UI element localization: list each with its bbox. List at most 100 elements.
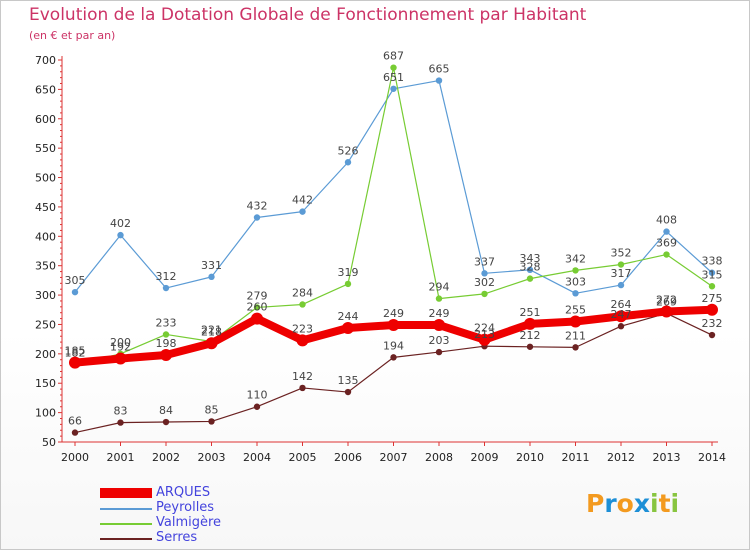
x-tick-label: 2011 — [562, 451, 590, 464]
legend-swatch-peyrolles — [100, 508, 152, 510]
y-tick-label: 600 — [35, 113, 56, 126]
data-point-serres — [299, 384, 306, 392]
y-tick-label: 300 — [35, 289, 56, 302]
data-point-peyrolles — [572, 290, 579, 297]
data-point-arques — [706, 303, 718, 316]
data-label-peyrolles: 651 — [383, 71, 404, 84]
data-label-serres: 247 — [611, 308, 632, 321]
data-point-arques — [569, 315, 582, 328]
data-label-peyrolles: 337 — [474, 255, 495, 268]
data-label-arques: 249 — [429, 307, 450, 320]
data-point-valmigere — [162, 331, 170, 338]
data-label-peyrolles: 526 — [338, 144, 359, 157]
data-point-peyrolles — [208, 273, 215, 281]
data-label-valmigere: 319 — [338, 266, 359, 279]
data-point-peyrolles — [162, 284, 170, 292]
data-label-peyrolles: 338 — [702, 255, 723, 268]
data-point-serres — [162, 418, 170, 426]
data-label-peyrolles: 331 — [201, 259, 222, 272]
data-label-serres: 203 — [429, 334, 450, 347]
logo-letter: r — [604, 489, 617, 518]
logo-letter: P — [586, 489, 605, 518]
x-tick-label: 2003 — [198, 451, 226, 464]
data-label-arques: 272 — [656, 294, 677, 307]
data-label-valmigere: 342 — [565, 252, 586, 265]
data-label-arques: 198 — [156, 337, 177, 350]
data-label-arques: 185 — [65, 345, 86, 358]
data-label-valmigere: 328 — [520, 261, 541, 274]
data-label-arques: 218 — [201, 325, 222, 338]
data-label-valmigere: 233 — [156, 316, 177, 329]
data-point-arques — [114, 352, 127, 365]
x-tick-label: 2010 — [516, 451, 544, 464]
data-label-arques: 249 — [383, 307, 404, 320]
data-label-valmigere: 302 — [474, 276, 495, 289]
x-tick-label: 2004 — [243, 451, 271, 464]
data-point-serres — [71, 429, 79, 436]
data-label-arques: 223 — [292, 322, 313, 335]
x-tick-label: 2007 — [380, 451, 408, 464]
data-label-valmigere: 352 — [611, 247, 632, 260]
data-point-serres — [708, 331, 716, 339]
data-point-peyrolles — [390, 85, 397, 92]
data-label-serres: 142 — [292, 370, 313, 383]
data-point-valmigere — [572, 267, 579, 274]
data-point-arques — [296, 334, 309, 347]
data-point-valmigere — [344, 280, 352, 288]
data-point-arques — [160, 349, 172, 362]
data-label-valmigere: 200 — [110, 336, 131, 349]
data-label-peyrolles: 317 — [611, 267, 632, 280]
data-point-peyrolles — [117, 231, 124, 239]
y-tick-label: 100 — [35, 407, 56, 420]
data-label-serres: 194 — [383, 339, 404, 352]
data-label-arques: 264 — [611, 298, 632, 311]
data-label-arques: 251 — [520, 306, 541, 319]
data-point-serres — [435, 348, 443, 356]
data-point-serres — [572, 344, 579, 351]
data-point-arques — [69, 356, 81, 369]
logo-letter: o — [616, 489, 634, 518]
logo-letter: t — [658, 489, 671, 518]
logo-letter: i — [650, 489, 659, 518]
y-tick-label: 500 — [35, 172, 56, 185]
x-tick-label: 2000 — [61, 451, 89, 464]
data-label-peyrolles: 665 — [429, 63, 450, 76]
data-label-serres: 84 — [159, 404, 173, 417]
data-label-peyrolles: 432 — [247, 200, 268, 213]
data-label-arques: 192 — [110, 341, 131, 354]
y-tick-label: 400 — [35, 230, 56, 243]
data-label-arques: 244 — [338, 310, 359, 323]
data-label-valmigere: 279 — [247, 289, 268, 302]
data-point-arques — [342, 321, 354, 334]
data-point-serres — [526, 343, 534, 350]
x-tick-label: 2012 — [607, 451, 635, 464]
data-point-valmigere — [617, 261, 625, 268]
data-point-arques — [524, 317, 536, 330]
axes: 50 100 150 200 250 300 350 400 450 500 550 600 650 70… — [35, 54, 726, 464]
data-point-arques — [615, 310, 627, 323]
data-point-serres — [344, 388, 352, 396]
data-label-valmigere: 369 — [656, 237, 677, 250]
x-tick-label: 2002 — [152, 451, 180, 464]
data-label-arques: 275 — [702, 292, 723, 305]
data-point-peyrolles — [299, 208, 306, 215]
data-point-peyrolles — [344, 159, 352, 166]
proxiti-logo: Proxiti — [586, 489, 679, 518]
data-label-serres: 269 — [656, 295, 677, 308]
data-label-arques: 260 — [247, 301, 268, 314]
y-tick-label: 550 — [35, 142, 56, 155]
x-tick-label: 2006 — [334, 451, 362, 464]
y-tick-label: 350 — [35, 260, 56, 273]
data-point-peyrolles — [526, 266, 534, 274]
data-label-valmigere: 687 — [383, 50, 404, 63]
chart-title: Evolution de la Dotation Globale de Fonc… — [29, 5, 587, 25]
data-label-valmigere: 294 — [429, 281, 450, 294]
data-label-peyrolles: 442 — [292, 194, 313, 207]
data-point-arques — [205, 337, 218, 350]
data-label-serres: 83 — [114, 405, 128, 418]
logo-letter: x — [633, 489, 650, 518]
data-point-valmigere — [390, 64, 397, 71]
data-label-peyrolles: 402 — [110, 217, 131, 230]
